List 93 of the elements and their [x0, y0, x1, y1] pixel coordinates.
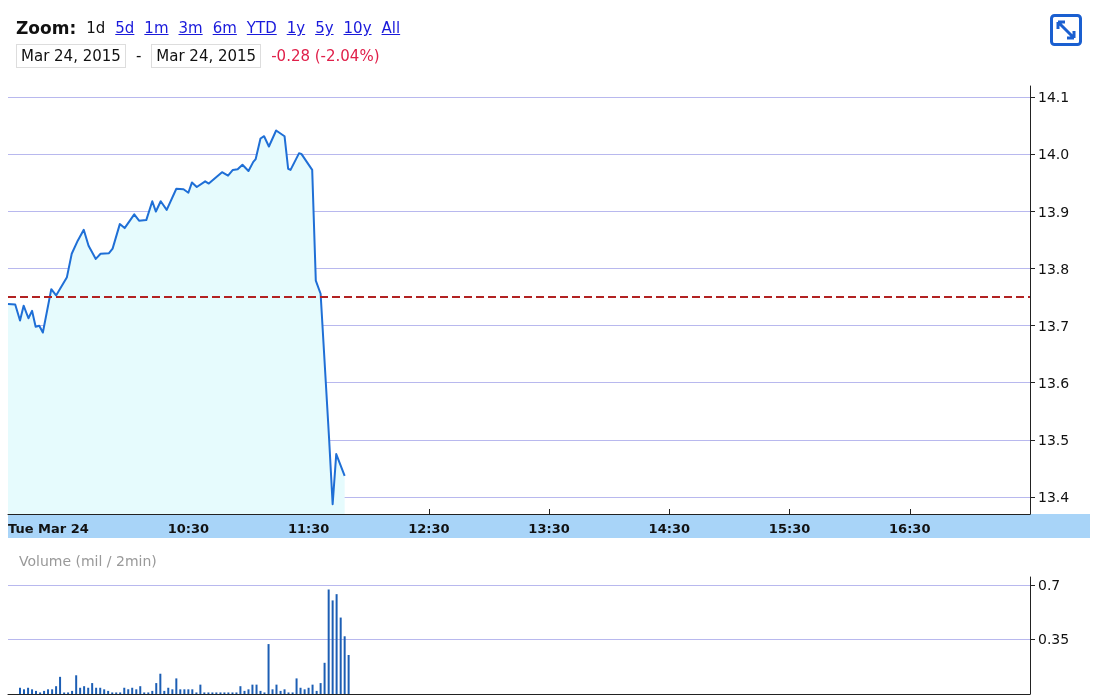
bar — [91, 683, 94, 694]
bar — [311, 684, 314, 694]
text: 6m — [212, 19, 237, 37]
bar — [87, 687, 90, 694]
x-tick-label: 11:30 — [287, 521, 330, 536]
bar — [187, 689, 190, 694]
bar — [127, 689, 130, 694]
bar — [163, 690, 166, 694]
bar — [275, 684, 278, 694]
x-tick-label: 14:30 — [648, 521, 690, 536]
text: 1m — [144, 19, 169, 37]
bar — [191, 689, 194, 694]
x-tick-label: Tue Mar 24 — [8, 521, 89, 536]
bar — [151, 690, 154, 694]
x-tick-label: 10:30 — [167, 521, 210, 536]
bar — [343, 636, 346, 694]
bar — [27, 687, 30, 694]
bar — [247, 689, 250, 694]
bar — [71, 690, 74, 694]
y-tick-label: 0.35 — [1038, 631, 1070, 648]
bar — [183, 689, 186, 694]
bar — [22, 689, 25, 694]
text: 10y — [343, 19, 372, 37]
text: All — [381, 19, 401, 37]
bar — [75, 675, 78, 694]
bar — [47, 689, 50, 694]
bar — [179, 689, 182, 694]
text: -0.28 (-2.04%) — [271, 47, 380, 65]
bar — [43, 690, 46, 694]
text: Mar 24, 2015 — [151, 44, 262, 68]
bar — [339, 617, 342, 694]
y-tick-label: 14.1 — [1038, 89, 1070, 106]
bar — [283, 689, 286, 694]
bar — [315, 690, 318, 694]
y-tick-label: 13.9 — [1038, 203, 1070, 220]
x-tick-label: 12:30 — [408, 521, 450, 536]
bar — [239, 686, 242, 694]
bar — [327, 589, 330, 694]
bar — [123, 687, 126, 694]
text: 5d — [115, 19, 135, 37]
bar — [103, 689, 106, 694]
y-tick-label: 13.5 — [1038, 431, 1070, 448]
bar — [319, 683, 322, 694]
y-tick-label: 14.0 — [1038, 146, 1070, 163]
text: 1d — [86, 19, 106, 37]
y-tick-label: 13.7 — [1038, 317, 1070, 334]
bar — [19, 687, 22, 694]
text: 5y — [315, 19, 334, 37]
bar — [175, 678, 178, 694]
bar — [199, 684, 202, 694]
bar — [279, 690, 282, 694]
bar — [139, 686, 142, 694]
x-tick-label: 13:30 — [528, 521, 570, 536]
bar — [307, 687, 310, 694]
bar — [35, 690, 38, 694]
bar — [295, 678, 298, 694]
bar — [267, 644, 270, 694]
text: - — [135, 47, 142, 65]
x-tick-label: 15:30 — [768, 521, 811, 536]
bar — [299, 687, 302, 694]
bar — [251, 684, 254, 694]
bar — [347, 655, 350, 694]
bar — [59, 676, 62, 694]
text: Mar 24, 2015 — [16, 44, 126, 68]
bar — [335, 594, 338, 694]
text: Zoom: — [16, 18, 77, 38]
bar — [107, 690, 110, 694]
bar — [167, 687, 170, 694]
bar — [271, 689, 274, 694]
x-tick-label: 16:30 — [889, 521, 931, 536]
bar — [131, 687, 134, 694]
bar — [303, 689, 306, 694]
bar — [99, 687, 102, 694]
bar — [171, 689, 174, 694]
text: 1y — [286, 19, 306, 37]
bar — [95, 687, 98, 694]
bar — [159, 673, 162, 694]
y-tick-label: 13.4 — [1038, 488, 1070, 505]
bar — [79, 687, 82, 694]
bar — [135, 689, 138, 694]
text: YTD — [246, 19, 277, 37]
y-tick-label: 13.6 — [1038, 374, 1070, 391]
bar — [55, 686, 58, 694]
bar — [323, 662, 326, 694]
bar — [331, 600, 334, 694]
bar — [83, 686, 86, 694]
y-tick-label: 0.7 — [1038, 576, 1061, 593]
text: 3m — [178, 19, 203, 37]
y-tick-label: 13.8 — [1038, 260, 1070, 277]
bar — [155, 683, 158, 694]
bar — [243, 690, 246, 694]
bar — [51, 689, 54, 694]
chart-title: Volume (mil / 2min) — [19, 553, 157, 569]
